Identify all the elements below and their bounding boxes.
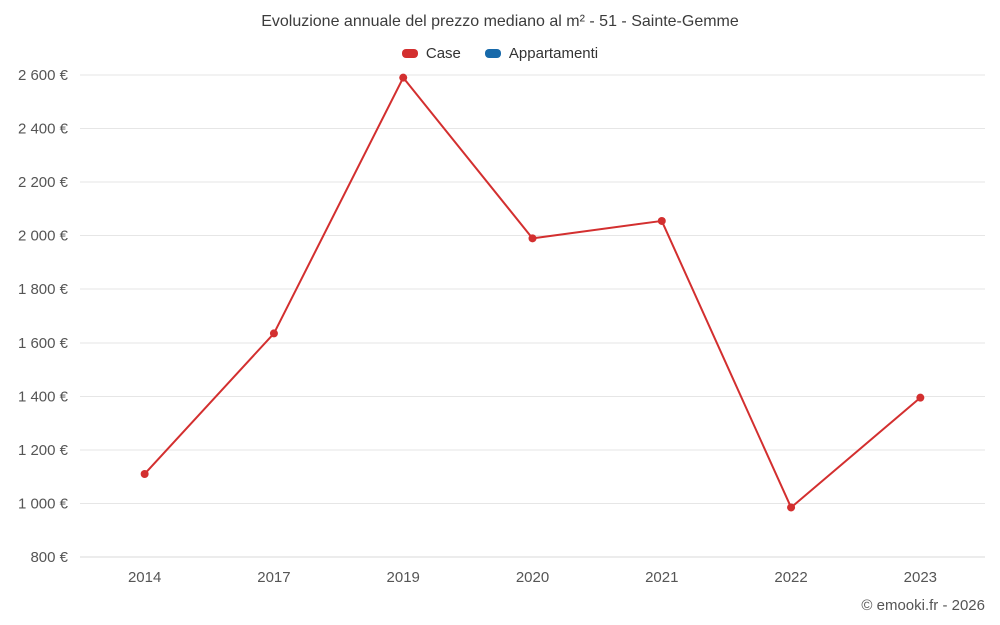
data-point-case-2023[interactable] bbox=[916, 393, 925, 402]
legend-item-appartamenti[interactable]: Appartamenti bbox=[484, 45, 599, 62]
x-axis-label: 2019 bbox=[387, 569, 420, 586]
y-tick-label: 800 € bbox=[30, 549, 68, 566]
y-tick-label: 1 200 € bbox=[18, 442, 69, 459]
x-axis-label: 2023 bbox=[904, 569, 937, 586]
legend-swatch bbox=[484, 49, 501, 58]
y-tick-label: 2 000 € bbox=[18, 228, 69, 245]
chart-title: Evoluzione annuale del prezzo mediano al… bbox=[261, 13, 739, 30]
y-tick-label: 1 400 € bbox=[18, 388, 69, 405]
copyright: © emooki.fr - 2026 bbox=[861, 597, 985, 614]
data-point-case-2017[interactable] bbox=[269, 329, 278, 338]
data-point-case-2020[interactable] bbox=[528, 234, 537, 243]
legend-label: Case bbox=[425, 45, 461, 62]
y-tick-label: 1 000 € bbox=[18, 495, 69, 512]
y-tick-label: 2 200 € bbox=[18, 174, 69, 191]
legend: Case Appartamenti bbox=[0, 45, 1000, 62]
x-axis-label: 2017 bbox=[257, 569, 290, 586]
x-axis-label: 2014 bbox=[128, 569, 161, 586]
x-axis-label: 2021 bbox=[645, 569, 678, 586]
series-line-case bbox=[143, 76, 922, 509]
data-point-case-2019[interactable] bbox=[399, 73, 408, 82]
legend-swatch bbox=[401, 49, 418, 58]
data-point-case-2022[interactable] bbox=[787, 503, 796, 512]
y-tick-label: 1 600 € bbox=[18, 335, 69, 352]
y-tick-label: 2 400 € bbox=[18, 121, 69, 138]
y-tick-label: 1 800 € bbox=[18, 281, 69, 298]
legend-item-case[interactable]: Case bbox=[401, 45, 461, 62]
y-tick-label: 2 600 € bbox=[18, 67, 69, 84]
x-axis-label: 2020 bbox=[516, 569, 549, 586]
data-point-case-2014[interactable] bbox=[140, 469, 149, 478]
legend-label: Appartamenti bbox=[508, 45, 599, 62]
data-point-case-2021[interactable] bbox=[657, 216, 666, 225]
x-axis-label: 2022 bbox=[774, 569, 807, 586]
